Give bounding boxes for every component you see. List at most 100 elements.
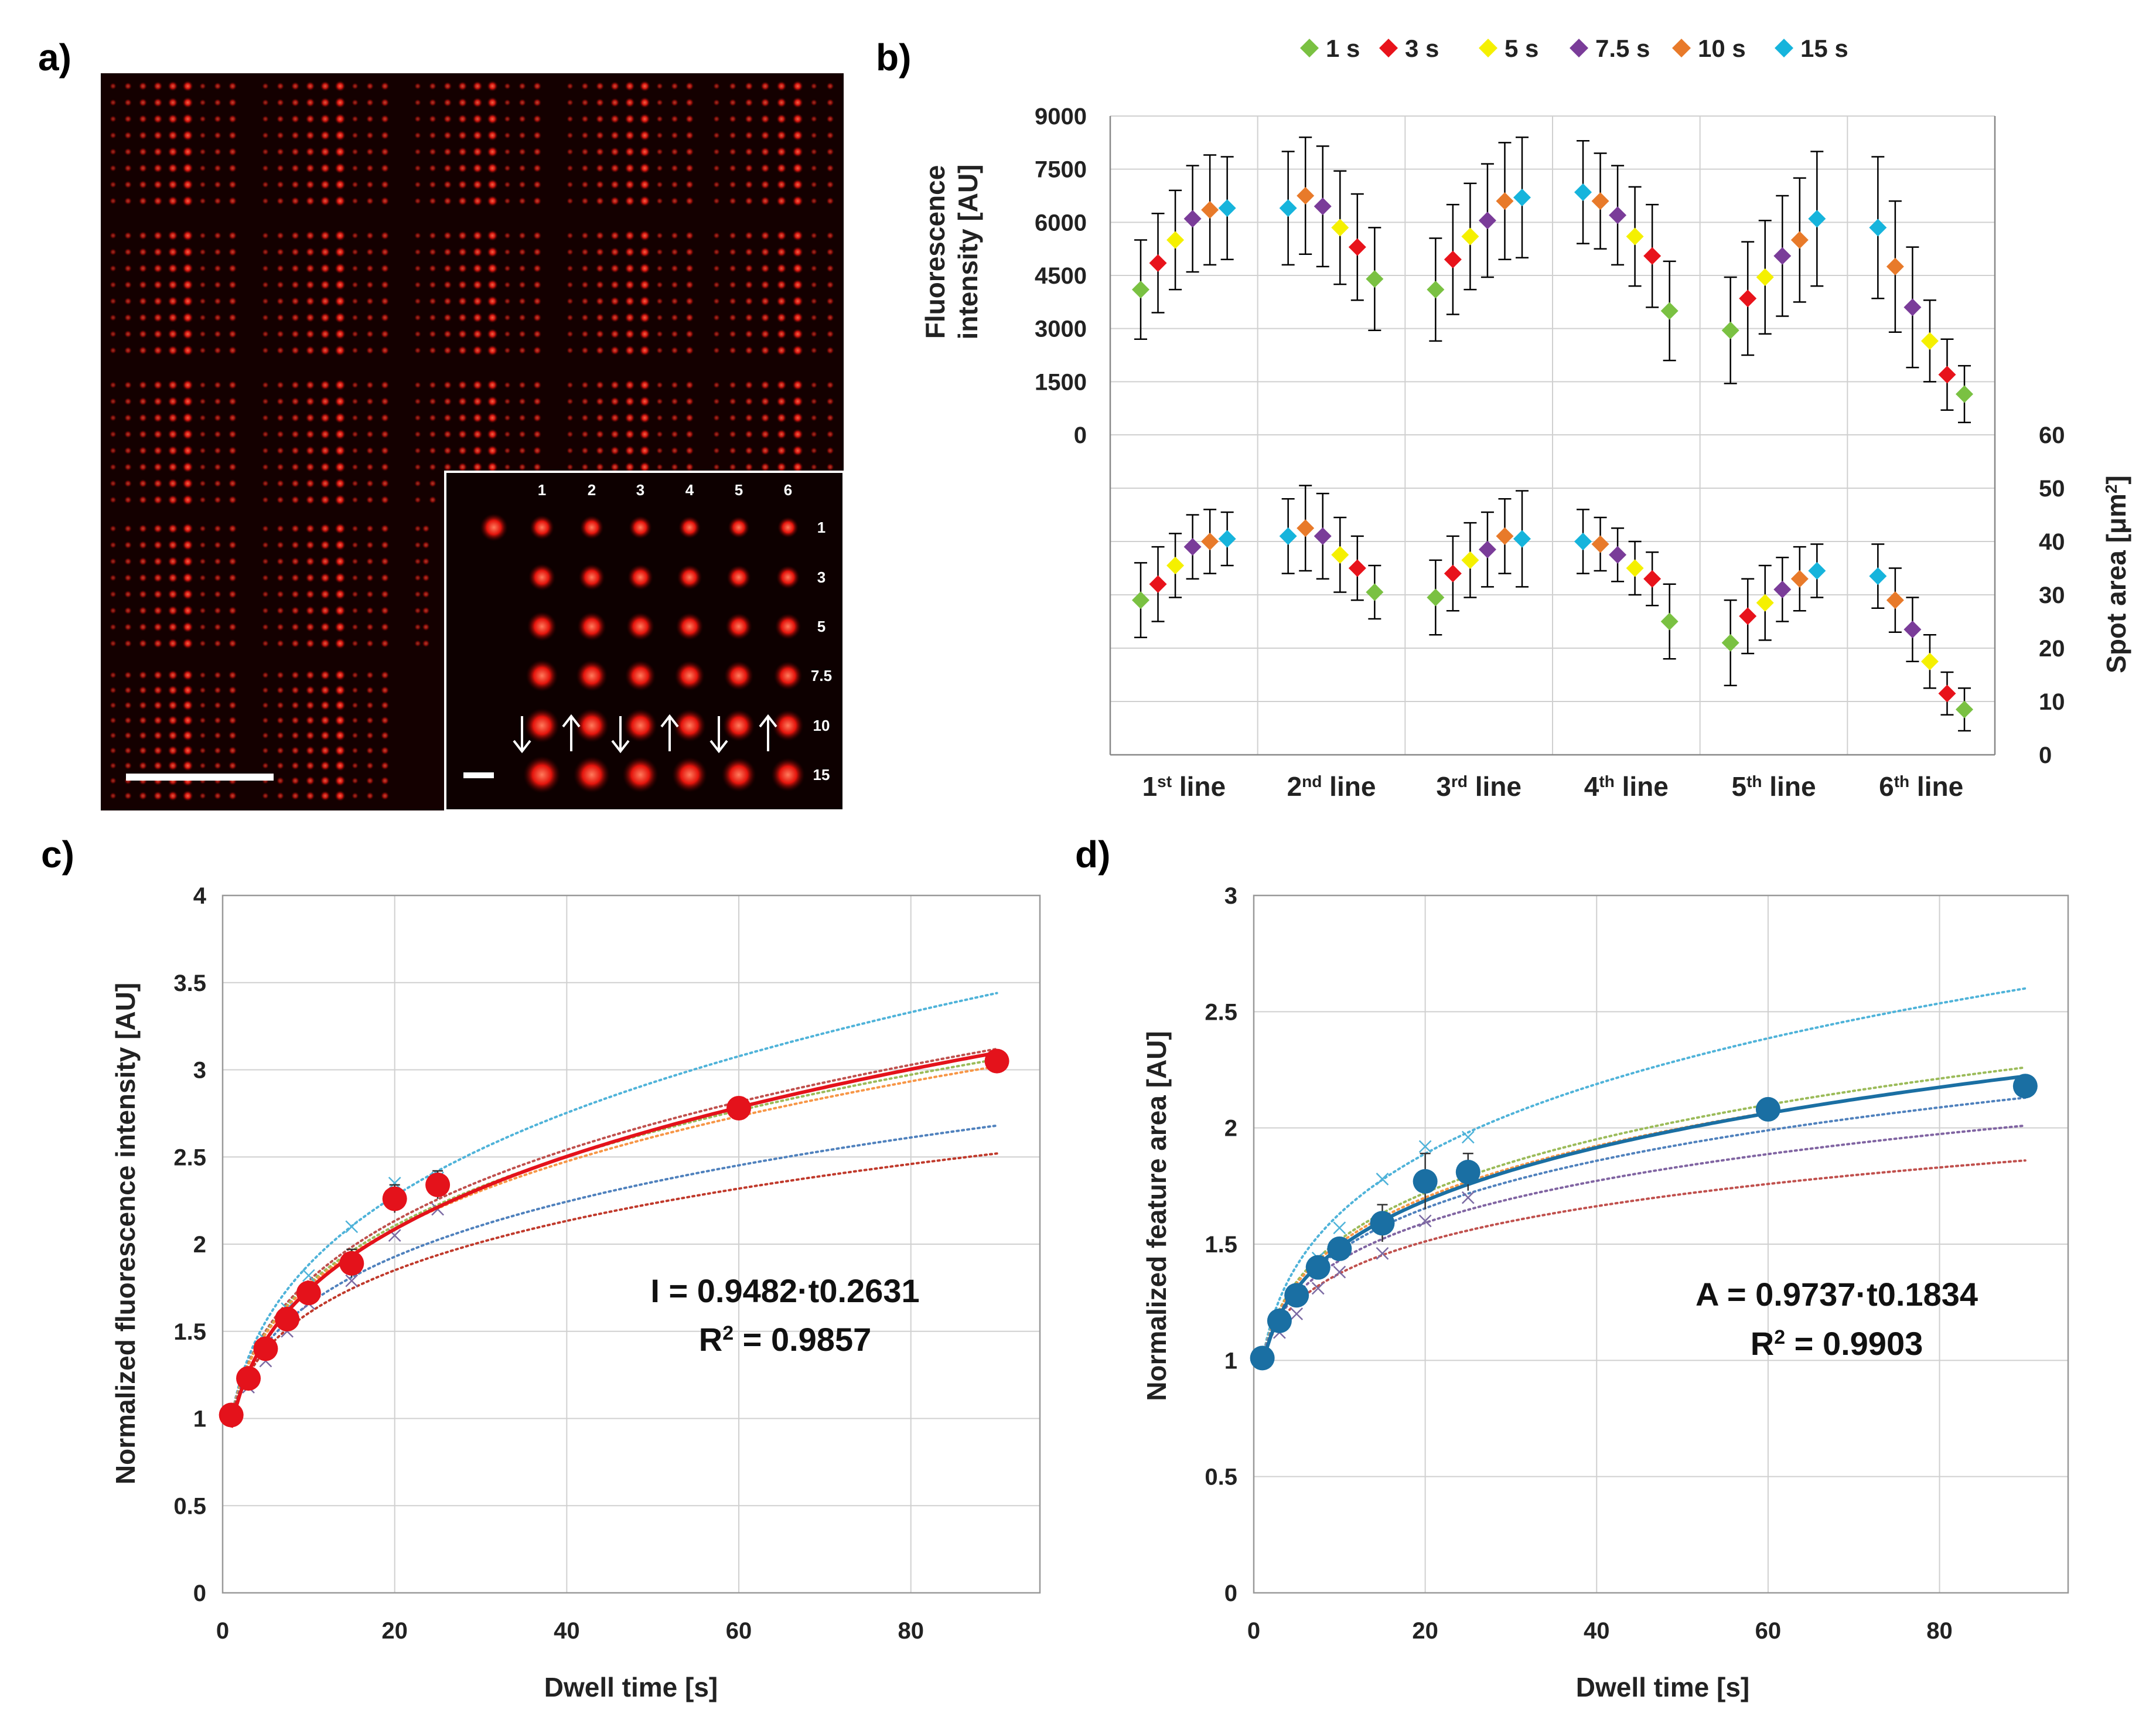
array-spot	[182, 279, 193, 291]
array-spot	[414, 607, 421, 614]
dotted-series	[230, 1058, 998, 1420]
array-spot	[380, 81, 390, 91]
array-spot	[213, 792, 222, 800]
array-spot	[472, 147, 483, 157]
y-tick-label-left: 9000	[1035, 104, 1087, 130]
y-tick-label: 2.5	[173, 1145, 206, 1170]
array-spot	[199, 792, 206, 799]
array-spot	[443, 196, 452, 206]
array-spot	[760, 429, 770, 440]
array-spot	[291, 701, 300, 710]
array-spot	[320, 775, 330, 786]
array-spot	[228, 716, 237, 725]
array-spot	[625, 429, 635, 440]
plot-frame	[221, 894, 1041, 1594]
array-spot	[729, 164, 737, 172]
array-spot	[228, 280, 237, 289]
array-spot	[380, 231, 390, 240]
array-spot	[153, 556, 163, 567]
cross-marker	[1290, 1307, 1304, 1320]
array-spot	[291, 81, 300, 91]
intensity-point	[1626, 227, 1644, 246]
array-spot	[366, 330, 374, 338]
array-spot	[305, 345, 315, 356]
array-spot	[153, 163, 163, 173]
array-spot	[610, 429, 620, 440]
array-spot	[228, 329, 237, 339]
array-spot	[199, 447, 206, 454]
array-spot	[729, 330, 737, 338]
array-spot	[792, 445, 804, 457]
array-spot	[458, 81, 468, 91]
array-spot	[182, 445, 193, 457]
array-spot	[291, 280, 300, 289]
array-spot	[168, 179, 178, 190]
array-spot	[276, 297, 285, 305]
array-spot	[320, 429, 330, 440]
array-spot	[276, 397, 285, 406]
array-spot	[138, 380, 148, 390]
array-spot	[414, 181, 421, 188]
array-spot	[168, 478, 178, 489]
array-spot	[595, 280, 605, 289]
array-spot	[610, 196, 620, 206]
array-spot	[443, 164, 452, 173]
array-spot	[199, 717, 206, 724]
array-spot	[262, 347, 269, 354]
array-spot	[581, 180, 589, 189]
array-spot	[760, 380, 770, 390]
array-spot	[610, 280, 620, 290]
array-spot	[713, 398, 720, 405]
array-spot	[366, 496, 374, 504]
array-spot	[352, 480, 359, 487]
array-spot	[199, 148, 206, 155]
array-spot	[320, 413, 330, 423]
area-point	[1427, 588, 1445, 607]
array-spot	[670, 397, 679, 406]
array-spot	[199, 607, 206, 614]
array-spot	[472, 380, 483, 390]
array-spot	[428, 115, 437, 123]
array-spot	[228, 264, 237, 273]
array-spot	[199, 640, 206, 647]
array-spot	[352, 607, 359, 614]
array-spot	[352, 574, 359, 581]
area-point	[1721, 633, 1739, 652]
array-spot	[262, 331, 269, 338]
array-spot	[428, 447, 437, 455]
array-spot	[729, 463, 737, 471]
array-spot	[168, 81, 178, 91]
array-spot	[366, 148, 374, 156]
array-spot	[335, 790, 346, 802]
array-spot	[182, 621, 193, 633]
array-spot	[414, 496, 421, 503]
array-spot	[182, 572, 193, 584]
array-spot	[366, 701, 374, 710]
array-spot	[168, 605, 178, 616]
array-spot	[168, 573, 178, 583]
array-spot	[567, 181, 574, 188]
array-spot	[213, 496, 222, 504]
array-spot	[366, 248, 374, 256]
array-spot	[153, 312, 163, 323]
c-r-sup: 2	[722, 1322, 734, 1344]
array-spot	[610, 163, 620, 173]
array-spot	[380, 313, 390, 322]
area-point	[1166, 556, 1185, 574]
array-spot	[729, 264, 737, 273]
array-spot	[472, 179, 483, 190]
array-spot	[168, 700, 178, 711]
array-spot	[335, 412, 346, 424]
category-label-number: 5	[1731, 771, 1746, 802]
b-right-axis-title-end: ]	[2101, 475, 2131, 484]
array-spot	[199, 331, 206, 338]
array-spot	[182, 700, 193, 711]
array-spot	[335, 478, 346, 489]
array-spot	[320, 638, 330, 649]
array-spot	[504, 431, 511, 438]
array-spot	[168, 130, 178, 141]
array-spot	[422, 541, 430, 549]
intensity-point	[1496, 192, 1514, 210]
array-spot	[487, 412, 498, 424]
